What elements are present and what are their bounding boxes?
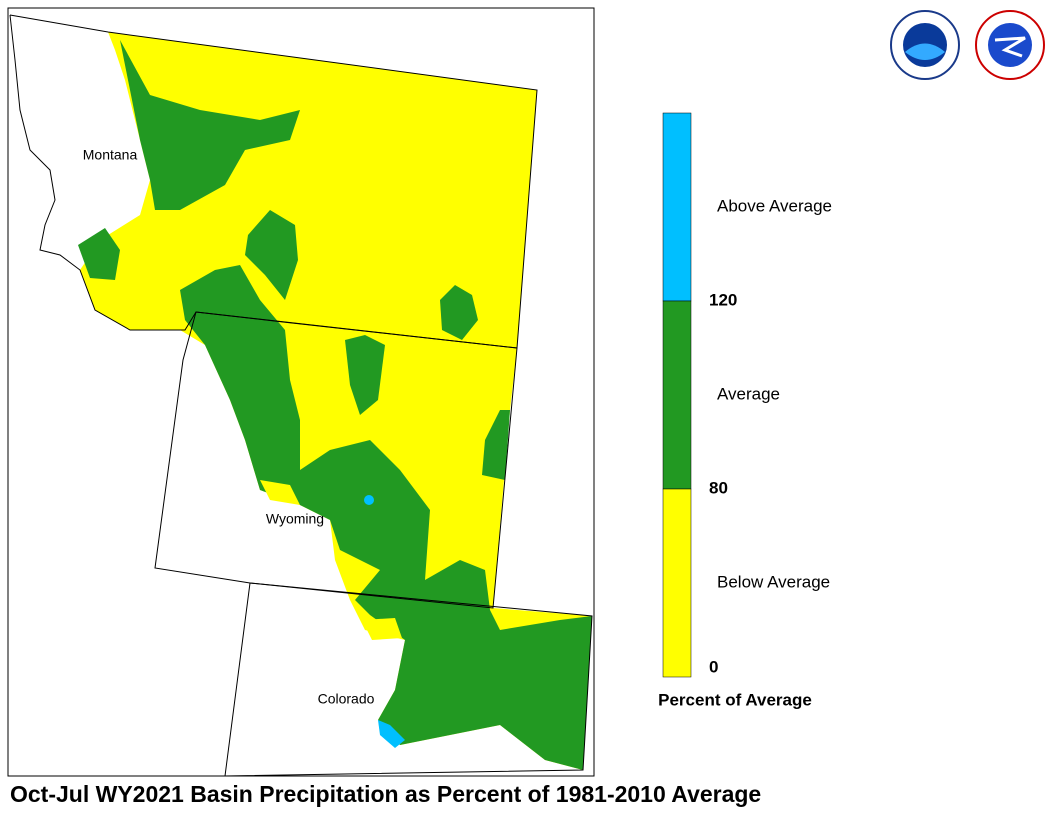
average-area — [482, 410, 510, 480]
nws-logo — [988, 23, 1032, 67]
state-border — [224, 582, 593, 777]
map-title: Oct-Jul WY2021 Basin Precipitation as Pe… — [10, 781, 761, 807]
below-average-area — [362, 618, 402, 640]
average-area — [440, 285, 478, 340]
legend-swatch — [662, 112, 692, 302]
legend-title: Percent of Average — [658, 690, 812, 709]
below-average-area — [260, 480, 300, 505]
legend: Percent of Average Above Average Average B… — [658, 112, 832, 709]
legend-tick: 80 — [709, 478, 728, 497]
nws-logo — [994, 36, 1026, 58]
map: Montana Wyoming Colorado — [9, 14, 593, 777]
legend-swatch — [662, 488, 692, 678]
average-area — [245, 210, 298, 300]
legend-label: Average — [717, 384, 780, 403]
state-label: Colorado — [318, 691, 375, 707]
average-area — [345, 335, 385, 415]
state-label: Montana — [83, 147, 138, 163]
legend-tick: 0 — [709, 657, 718, 676]
legend-swatch — [662, 300, 692, 490]
legend-label: Above Average — [717, 196, 832, 215]
average-area — [120, 40, 300, 210]
above-average-area — [364, 495, 374, 505]
average-area — [78, 228, 120, 280]
legend-label: Below Average — [717, 572, 830, 591]
above-average-area — [378, 720, 405, 748]
state-label: Wyoming — [266, 511, 324, 527]
logos — [890, 10, 1045, 80]
noaa-logo — [905, 43, 945, 60]
average-area — [180, 265, 592, 770]
legend-tick: 120 — [709, 290, 737, 309]
